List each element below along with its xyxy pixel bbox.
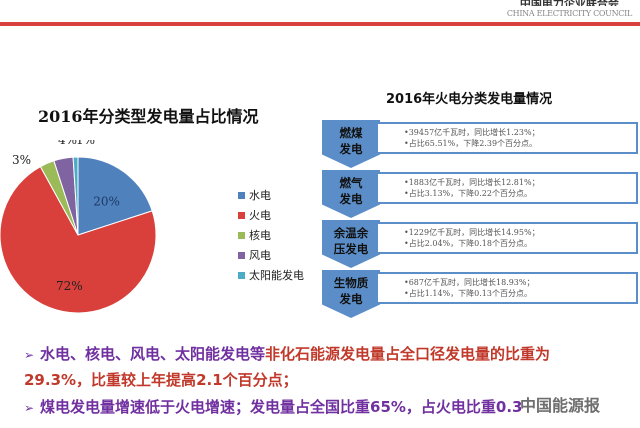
thermal-row: 燃煤发电 •39457亿千瓦时，同比增长1.23%； •占比65.51%，下降2.3… [322, 120, 638, 168]
pie-slice-4 [72, 156, 79, 236]
row-details: •1229亿千瓦时，同比增长14.95%； •占比2.04%，下降0.18个百分点… [378, 222, 638, 254]
cec-logo: 中国电力企业联合会 CHINA ELECTRICITY COUNCIL [507, 0, 632, 18]
row-line: •占比1.14%，下降0.13个百分点。 [404, 289, 532, 298]
data-label: 1% [76, 140, 95, 147]
row-category-label: 燃煤发电 [339, 126, 363, 156]
legend-label: 太阳能发电 [249, 269, 304, 282]
legend-swatch [238, 251, 245, 259]
logo-cn: 中国电力企业联合会 [507, 0, 632, 6]
legend-label: 核电 [249, 229, 271, 242]
legend-item: 火电 [238, 205, 304, 225]
row-category-label: 燃气发电 [339, 176, 363, 206]
pie-slice-1 [0, 165, 157, 314]
note-text: ，比重较上年提高 [76, 371, 197, 389]
row-category: 余温余压发电 [322, 220, 380, 268]
note-text: 非化石能源发电量占全口径发电量的比重为 [265, 345, 551, 363]
data-label: 20% [93, 194, 120, 208]
data-label: 3% [12, 153, 31, 167]
row-category: 燃煤发电 [322, 120, 380, 168]
legend-swatch [238, 211, 245, 219]
legend-item: 太阳能发电 [238, 265, 304, 285]
note-1: ➢ 水电、核电、风电、太阳能发电等非化石能源发电量占全口径发电量的比重为 29.3%… [24, 342, 624, 393]
legend-swatch [238, 191, 245, 199]
legend-item: 水电 [238, 185, 304, 205]
note-text: 个百分点； [222, 371, 298, 389]
row-line: •占比65.51%，下降2.39个百分点。 [404, 139, 538, 148]
row-line: •687亿千瓦时，同比增长18.93%； [404, 278, 535, 287]
data-label: 4% [58, 140, 77, 147]
row-category-label: 生物质发电 [333, 276, 369, 306]
data-label: 72% [56, 279, 83, 293]
thermal-title: 2016年火电分类发电量情况 [386, 92, 553, 107]
bullet-icon: ➢ [24, 401, 35, 415]
note-value: 29.3% [24, 371, 77, 389]
row-details: •687亿千瓦时，同比增长18.93%； •占比1.14%，下降0.13个百分点。 [378, 272, 638, 304]
legend-item: 风电 [238, 245, 304, 265]
notes: ➢ 水电、核电、风电、太阳能发电等非化石能源发电量占全口径发电量的比重为 29.3%… [24, 342, 624, 421]
legend-swatch [238, 231, 245, 239]
row-line: •占比2.04%，下降0.18个百分点。 [404, 239, 532, 248]
note-text: 水电、核电、风电、太阳能发电等 [40, 345, 266, 363]
logo-en: CHINA ELECTRICITY COUNCIL [506, 9, 632, 18]
watermark: 中国能源报 [520, 396, 601, 415]
legend-item: 核电 [238, 225, 304, 245]
row-category-label: 余温余压发电 [333, 226, 369, 256]
legend-label: 火电 [249, 209, 271, 222]
row-category: 生物质发电 [322, 270, 380, 318]
legend-label: 风电 [249, 249, 271, 262]
row-line: •1883亿千瓦时，同比增长12.81%； [404, 178, 540, 187]
row-line: •1229亿千瓦时，同比增长14.95%； [404, 228, 540, 237]
row-line: •39457亿千瓦时，同比增长1.23%； [404, 128, 540, 137]
pie-title: 2016年分类型发电量占比情况 [38, 107, 259, 126]
legend-swatch [238, 271, 245, 279]
bullet-icon: ➢ [24, 348, 35, 362]
legend-label: 水电 [249, 189, 271, 202]
note-2: ➢ 煤电发电量增速低于火电增速；发电量占全国比重65%，占火电比重0.3 [24, 395, 624, 421]
row-details: •1883亿千瓦时，同比增长12.81%； •占比3.13%，下降0.22个百分点… [378, 172, 638, 204]
note-text: 煤电发电量增速低于火电增速；发电量占全国比重65%，占火电比重0.3 [40, 398, 523, 416]
row-line: •占比3.13%，下降0.22个百分点。 [404, 189, 532, 198]
pie-chart: 20% 72% 3% 4%1% [0, 140, 157, 314]
thermal-row: 余温余压发电 •1229亿千瓦时，同比增长14.95%； •占比2.04%，下降0.… [322, 220, 638, 268]
row-details: •39457亿千瓦时，同比增长1.23%； •占比65.51%，下降2.39个百分… [378, 122, 638, 154]
header-divider [0, 22, 640, 26]
pie-slice-0 [77, 156, 153, 236]
note-value: 2.1 [196, 371, 223, 389]
pie-legend: 水电火电核电风电太阳能发电 [238, 185, 304, 285]
thermal-row: 燃气发电 •1883亿千瓦时，同比增长12.81%； •占比3.13%，下降0.22… [322, 170, 638, 218]
row-category: 燃气发电 [322, 170, 380, 218]
thermal-row: 生物质发电 •687亿千瓦时，同比增长18.93%； •占比1.14%，下降0.13… [322, 270, 638, 318]
